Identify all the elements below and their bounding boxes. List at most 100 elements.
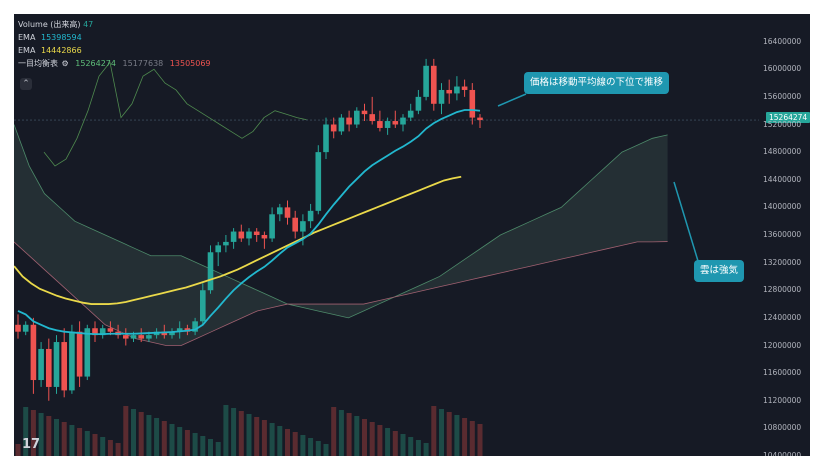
volume-bar (415, 440, 421, 456)
volume-bar (385, 428, 391, 456)
candle-body (207, 252, 214, 291)
y-axis-tick: 12800000 (763, 285, 802, 295)
volume-bar (369, 422, 375, 456)
y-axis-tick: 10400000 (763, 451, 802, 456)
candle-body (76, 331, 83, 377)
volume-bar (354, 416, 360, 456)
candle-body (384, 121, 391, 128)
y-axis-tick: 11600000 (763, 368, 802, 378)
volume-bar (431, 406, 437, 456)
candle-body (92, 328, 98, 336)
candle-body (269, 214, 275, 239)
y-axis-tick: 11200000 (763, 395, 802, 405)
y-axis-tick: 15600000 (763, 91, 802, 101)
volume-bar (238, 411, 244, 456)
candle-body (30, 324, 37, 381)
candle-body (392, 121, 399, 125)
legend-ema-fast: EMA 15398594 (18, 31, 211, 44)
legend-ema-slow-label: EMA (18, 46, 36, 55)
y-axis-tick: 13200000 (763, 257, 802, 267)
candle-body (238, 231, 245, 239)
volume-bar (69, 425, 75, 456)
candle-body (246, 231, 252, 239)
volume-bar (285, 429, 290, 456)
candle-body (431, 65, 437, 104)
senkou-span-a-line (14, 124, 668, 319)
ichimoku-cloud (14, 124, 668, 346)
volume-bar (23, 407, 29, 456)
volume-bar (84, 431, 90, 456)
volume-bar (400, 434, 406, 456)
chart-frame[interactable]: Volume (出来高) 47 EMA 15398594 EMA 1444286… (14, 14, 810, 456)
senkou-span-b-line (14, 241, 668, 346)
volume-bar (184, 430, 190, 456)
volume-bar (292, 432, 298, 456)
volume-bar (423, 443, 429, 456)
legend-ema-fast-value: 15398594 (40, 33, 82, 42)
y-axis-tick: 12000000 (763, 340, 802, 350)
candle-body (200, 290, 206, 322)
y-axis-tick: 14800000 (763, 147, 802, 157)
volume-bar (123, 406, 129, 456)
candle-body (230, 231, 237, 242)
volume-bar (192, 433, 198, 456)
candle-body (84, 328, 91, 377)
candle-body (176, 328, 183, 332)
ema-fast-line (17, 109, 481, 336)
volume-bar (377, 425, 383, 456)
volume-bar (346, 413, 352, 456)
volume-bar (231, 408, 237, 456)
volume-bar (138, 412, 144, 456)
candle-body (284, 207, 291, 218)
current-price-tag: 15264274 (766, 112, 810, 123)
volume-bar (154, 418, 160, 456)
candle-body (330, 124, 337, 132)
volume-bar (131, 409, 136, 456)
price-chart[interactable] (14, 14, 810, 456)
candle-body (53, 342, 60, 387)
legend-ema-slow-value: 14442866 (40, 46, 82, 55)
candle-body (315, 152, 322, 211)
candle-body (292, 217, 298, 232)
volume-bar (177, 427, 183, 456)
candle-body (130, 335, 137, 339)
volume-bar (38, 413, 44, 456)
volume-bar (261, 420, 267, 456)
callout-strong-cloud: 雲は強気 (694, 260, 745, 282)
candle-body (261, 235, 268, 239)
volume-bar (308, 438, 314, 456)
volume-bar (115, 443, 121, 456)
collapse-legend-icon[interactable]: ⌃ (20, 78, 32, 90)
volume-bar (215, 442, 221, 456)
callout-pointer (497, 93, 527, 107)
candle-body (377, 121, 383, 128)
candle-body (461, 86, 468, 90)
legend-ichimoku-label: 一目均衡表 (18, 59, 58, 68)
candle-body (169, 331, 175, 336)
candle-body (361, 110, 368, 115)
candle-body (61, 342, 67, 391)
volume-bar (269, 423, 275, 456)
volume-bar (362, 419, 367, 456)
volume-bar (100, 437, 106, 456)
volume-bar (392, 431, 398, 456)
legend-settings-icon[interactable]: ⚙ (61, 59, 69, 68)
volume-bar (323, 444, 329, 456)
volume-bar (61, 422, 67, 456)
volume-bar (408, 437, 414, 456)
candle-body (338, 117, 345, 132)
chikou-span-line (43, 61, 309, 167)
y-axis-tick: 14000000 (763, 202, 802, 212)
candle-body (277, 207, 283, 215)
volume-bar (54, 419, 59, 456)
candle-body (99, 328, 106, 336)
volume-bar (246, 414, 252, 456)
volume-bar (200, 436, 206, 456)
volume-bar (223, 405, 229, 456)
candle-body (192, 321, 198, 332)
volume-bar (338, 410, 344, 456)
candle-body (107, 328, 114, 332)
candle-body (46, 348, 52, 387)
volume-bar (439, 409, 444, 456)
volume-bar (462, 418, 468, 456)
